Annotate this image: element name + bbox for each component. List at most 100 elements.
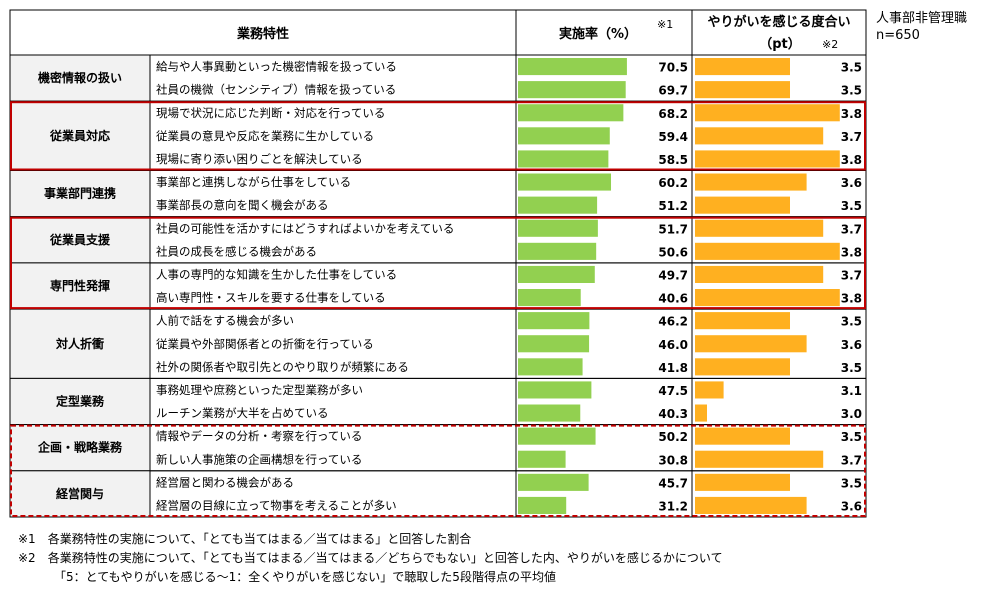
- category-cell: [9, 262, 151, 310]
- rate-bar: [518, 81, 626, 99]
- score-bar: [695, 127, 824, 145]
- score-bar: [695, 427, 790, 445]
- score-bar: [695, 265, 824, 283]
- category-cell: [9, 470, 151, 518]
- score-bar: [695, 450, 824, 468]
- score-bar: [695, 289, 840, 307]
- rate-value: 46.0: [658, 338, 688, 352]
- item-label: 人事の専門的な知識を生かした仕事をしている: [156, 267, 397, 281]
- header-score-line2: （pt）: [759, 36, 801, 52]
- rate-value: 45.7: [658, 476, 688, 490]
- score-value: 3.5: [841, 315, 862, 329]
- score-value: 3.7: [841, 268, 862, 282]
- score-bar: [695, 473, 790, 491]
- item-label: ルーチン業務が大半を占めている: [156, 406, 329, 420]
- score-value: 3.7: [841, 222, 862, 236]
- score-value: 3.1: [841, 384, 862, 398]
- rate-bar: [518, 427, 596, 445]
- rate-value: 31.2: [658, 499, 688, 513]
- score-bar: [695, 404, 707, 422]
- category-label: 定型業務: [56, 394, 105, 409]
- rate-value: 51.2: [658, 199, 688, 213]
- score-value: 3.8: [841, 245, 862, 259]
- score-bar: [695, 381, 724, 399]
- item-label: 社外の関係者や取引先とのやり取りが頻繁にある: [156, 360, 409, 374]
- item-label: 従業員や外部関係者との折衝を行っている: [156, 337, 374, 351]
- rate-value: 41.8: [658, 361, 688, 375]
- score-bar: [695, 358, 790, 376]
- rate-value: 49.7: [658, 268, 688, 282]
- category-label: 経営関与: [56, 486, 104, 501]
- rate-bar: [518, 312, 590, 330]
- score-value: 3.5: [841, 361, 862, 375]
- rate-value: 50.2: [658, 430, 688, 444]
- score-value: 3.0: [841, 407, 862, 421]
- rate-bar: [518, 173, 612, 191]
- footnote-3: 「5：とてもやりがいを感じる〜1：全くやりがいを感じない」で聴取した5段階得点の…: [54, 570, 556, 584]
- score-value: 3.6: [841, 338, 862, 352]
- score-value: 3.5: [841, 84, 862, 98]
- header-rate-note: ※1: [657, 18, 673, 31]
- score-bar: [695, 173, 807, 191]
- score-bar: [695, 242, 840, 260]
- rate-value: 60.2: [658, 176, 688, 190]
- score-value: 3.5: [841, 61, 862, 75]
- rate-value: 70.5: [658, 61, 688, 75]
- score-bar: [695, 104, 840, 122]
- rate-bar: [518, 381, 592, 399]
- rate-bar: [518, 289, 581, 307]
- item-label: 現場で状況に応じた判断・対応を行っている: [156, 106, 385, 120]
- rate-value: 51.7: [658, 222, 688, 236]
- rate-value: 50.6: [658, 245, 688, 259]
- item-label: 経営層と関わる機会がある: [156, 475, 294, 489]
- score-bar: [695, 81, 790, 99]
- item-label: 人前で話をする機会が多い: [156, 314, 294, 328]
- category-label: 専門性発揮: [50, 278, 110, 293]
- score-bar: [695, 312, 790, 330]
- category-cell: [9, 377, 151, 426]
- item-label: 給与や人事異動といった機密情報を扱っている: [156, 60, 397, 74]
- rate-value: 59.4: [658, 130, 688, 144]
- score-value: 3.6: [841, 499, 862, 513]
- sample-note: 人事部非管理職 n=650: [876, 10, 967, 44]
- item-label: 現場に寄り添い困りごとを解決している: [156, 152, 363, 166]
- category-label: 企画・戦略業務: [37, 440, 123, 455]
- item-label: 高い専門性・スキルを要する仕事をしている: [156, 291, 386, 305]
- sample-size-label: n=650: [876, 28, 920, 43]
- score-bar: [695, 196, 790, 214]
- rate-value: 40.6: [658, 292, 688, 306]
- highlight-frame: [10, 101, 866, 171]
- category-label: 機密情報の扱い: [38, 70, 122, 85]
- header-score-note: ※2: [822, 38, 838, 51]
- rate-bar: [518, 242, 597, 260]
- score-value: 3.5: [841, 430, 862, 444]
- footnote-2: ※2 各業務特性の実施について、「とても当てはまる／当てはまる／どちらでもない」…: [18, 551, 723, 565]
- sample-group-label: 人事部非管理職: [876, 11, 968, 26]
- item-label: 事務処理や庶務といった定型業務が多い: [156, 383, 363, 397]
- item-label: 社員の機微（センシティブ）情報を扱っている: [156, 83, 396, 97]
- item-label: 事業部と連携しながら仕事をしている: [156, 175, 351, 189]
- category-label: 従業員支援: [49, 232, 111, 247]
- rate-bar: [518, 473, 589, 491]
- header-score-line1: やりがいを感じる度合い: [707, 14, 850, 30]
- rate-bar: [518, 450, 566, 468]
- rate-value: 69.7: [658, 84, 688, 98]
- footnote-1: ※1 各業務特性の実施について、「とても当てはまる／当てはまる」と回答した割合: [18, 532, 472, 546]
- rate-value: 46.2: [658, 315, 688, 329]
- rate-value: 40.3: [658, 407, 688, 421]
- rate-bar: [518, 404, 581, 422]
- item-label: 経営層の目線に立って物事を考えることが多い: [156, 498, 397, 512]
- item-label: 従業員の意見や反応を業務に生かしている: [156, 129, 374, 143]
- rate-bar: [518, 219, 598, 237]
- score-value: 3.5: [841, 199, 862, 213]
- category-label: 事業部門連携: [44, 186, 116, 201]
- rate-bar: [518, 496, 567, 514]
- score-value: 3.8: [841, 292, 862, 306]
- category-cell: [9, 216, 151, 264]
- score-value: 3.8: [841, 107, 862, 121]
- rate-bar: [518, 196, 598, 214]
- rate-bar: [518, 127, 610, 145]
- highlight-frame: [10, 424, 866, 518]
- item-label: 社員の可能性を活かすにはどうすればよいかを考えている: [156, 221, 454, 235]
